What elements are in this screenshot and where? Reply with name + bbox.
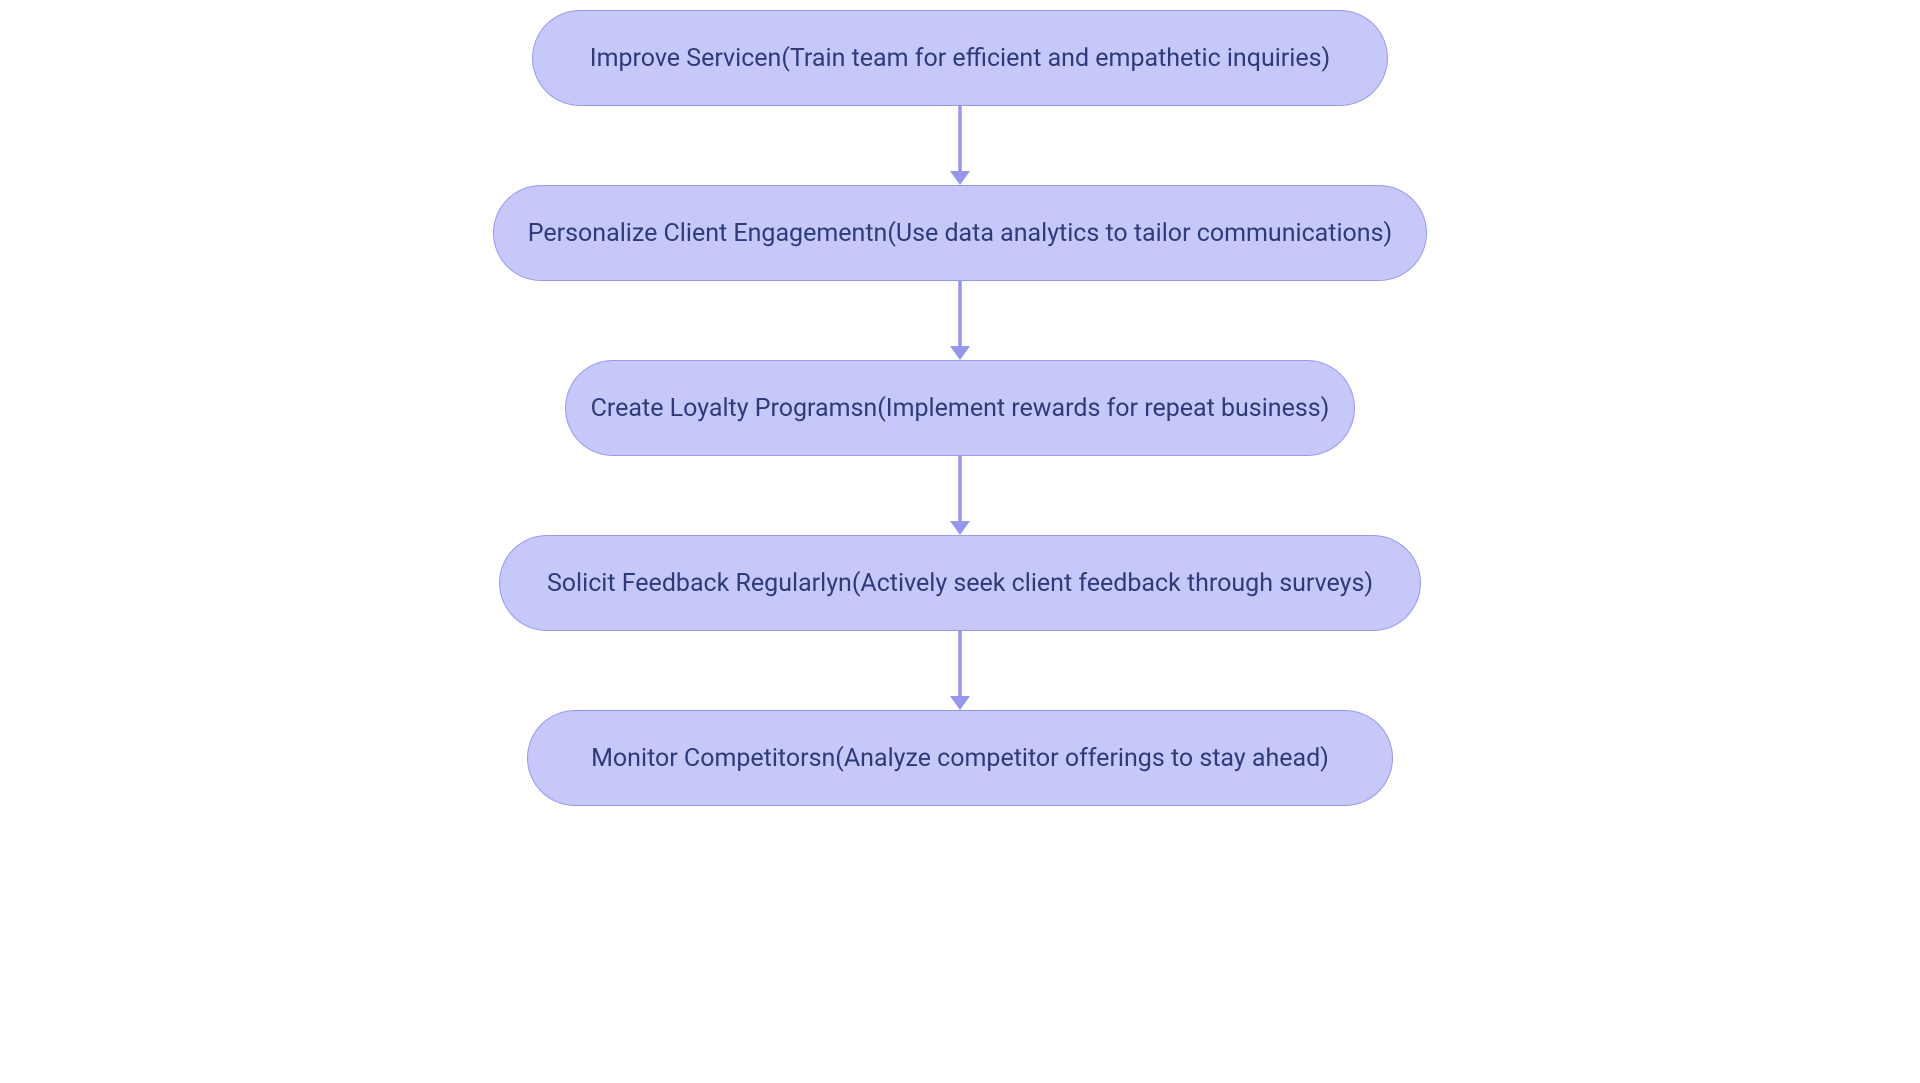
node-label: Monitor Competitorsn(Analyze competitor …: [591, 744, 1329, 773]
node-label: Improve Servicen(Train team for efficien…: [590, 44, 1330, 73]
node-label: Solicit Feedback Regularlyn(Actively see…: [547, 569, 1373, 598]
flow-node-improve-service: Improve Servicen(Train team for efficien…: [532, 10, 1388, 106]
flow-node-solicit-feedback: Solicit Feedback Regularlyn(Actively see…: [499, 535, 1421, 631]
flow-node-loyalty-programs: Create Loyalty Programsn(Implement rewar…: [565, 360, 1355, 456]
flowchart-container: Improve Servicen(Train team for efficien…: [493, 10, 1427, 806]
flow-node-personalize-engagement: Personalize Client Engagementn(Use data …: [493, 185, 1427, 281]
flow-arrow: [946, 106, 974, 185]
flow-arrow: [946, 281, 974, 360]
node-label: Personalize Client Engagementn(Use data …: [528, 219, 1392, 248]
node-label: Create Loyalty Programsn(Implement rewar…: [591, 394, 1330, 423]
flow-node-monitor-competitors: Monitor Competitorsn(Analyze competitor …: [527, 710, 1393, 806]
flow-arrow: [946, 456, 974, 535]
flow-arrow: [946, 631, 974, 710]
